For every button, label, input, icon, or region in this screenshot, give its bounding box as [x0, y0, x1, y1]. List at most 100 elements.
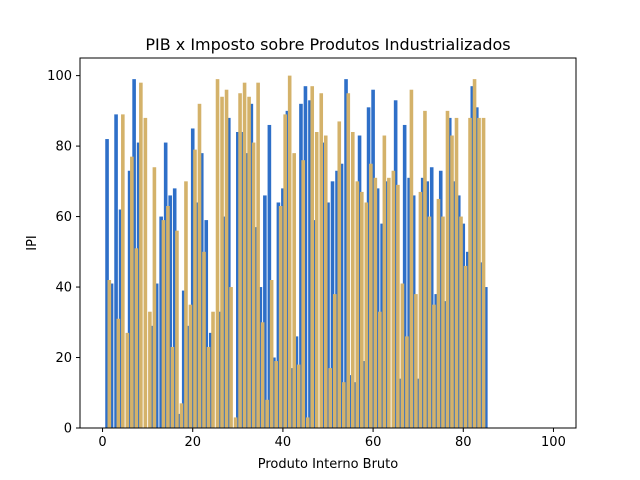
- x-tick-label: 80: [455, 435, 472, 450]
- bar-series-2-51: [346, 93, 351, 429]
- bar-series-1-54: [375, 188, 380, 428]
- bar-series-2-67: [418, 191, 423, 428]
- bar-series-1-71: [456, 195, 461, 428]
- plot-frame: [79, 57, 577, 429]
- bar-series-1-39: [303, 86, 308, 428]
- bar-series-2-69: [427, 216, 432, 428]
- x-tick-label: 40: [275, 435, 292, 450]
- bar-series-1-2: [114, 114, 118, 428]
- bar-series-1-6: [136, 142, 141, 428]
- bar-series-2-68: [423, 110, 427, 429]
- bar-series-1-37: [294, 336, 299, 428]
- bar-series-2-65: [409, 89, 414, 429]
- bar-series-1-52: [366, 107, 371, 428]
- bar-series-2-50: [341, 382, 346, 428]
- bar-series-2-64: [405, 336, 409, 428]
- bar-series-1-3: [118, 209, 123, 428]
- bar-series-2-12: [170, 346, 175, 428]
- y-tick-label: 0: [64, 422, 72, 437]
- bar-series-1-29: [258, 287, 263, 428]
- bar-series-1-20: [208, 332, 213, 428]
- bar-series-1-33: [276, 202, 281, 428]
- bar-series-1-40: [308, 100, 312, 428]
- bar-series-1-27: [249, 103, 254, 428]
- bar-series-1-17: [195, 202, 200, 428]
- bar-series-1-61: [411, 195, 416, 428]
- bar-series-2-10: [161, 220, 166, 428]
- bar-series-1-75: [475, 107, 479, 428]
- bar-series-1-62: [416, 378, 420, 428]
- bar-series-1-53: [371, 89, 375, 429]
- bar-series-2-73: [445, 110, 450, 429]
- bar-series-2-70: [432, 304, 436, 428]
- bar-series-2-76: [459, 216, 463, 428]
- bar-series-1-41: [312, 220, 317, 428]
- bar-series-1-51: [362, 361, 366, 428]
- bar-series-2-52: [351, 132, 355, 428]
- bar-series-2-56: [369, 163, 373, 428]
- bar-series-1-25: [240, 132, 245, 428]
- bar-series-2-13: [175, 230, 179, 428]
- bar-series-2-22: [215, 79, 220, 428]
- bar-series-2-45: [319, 93, 324, 429]
- bar-series-2-1: [116, 318, 121, 428]
- bar-series-2-74: [450, 135, 454, 428]
- bar-series-1-44: [330, 181, 335, 428]
- bar-series-1-60: [407, 177, 411, 428]
- plot-area: 0 20 40 60 80 100 0 20 40 60 80 100: [47, 57, 577, 450]
- bar-series-2-55: [364, 202, 369, 428]
- bar-series-2-20: [206, 346, 211, 428]
- y-tick-label: 60: [55, 210, 72, 225]
- bar-series-2-62: [396, 184, 400, 428]
- bar-series-2-43: [310, 86, 315, 428]
- y-tick-label: 40: [55, 281, 72, 296]
- bar-series-1-56: [384, 181, 389, 428]
- bar-series-1-13: [177, 413, 181, 428]
- bar-series-1-42: [321, 142, 326, 428]
- x-tick-label: 100: [541, 435, 566, 450]
- bar-series-2-19: [202, 251, 206, 428]
- bar-series-1-26: [245, 153, 249, 428]
- x-tick-label: 60: [365, 435, 382, 450]
- bar-series-1-23: [227, 117, 231, 429]
- x-axis-title: Produto Interno Bruto: [258, 457, 399, 472]
- bar-series-2-71: [436, 198, 441, 428]
- bar-series-2-21: [211, 311, 215, 428]
- bar-series-1-68: [443, 301, 448, 428]
- bar-series-1-24: [236, 132, 240, 428]
- bar-series-2-6: [139, 82, 143, 429]
- bar-series-1-59: [402, 124, 407, 428]
- bar-series-2-40: [296, 364, 301, 428]
- bar-series-2-77: [463, 265, 468, 428]
- bar-series-2-33: [265, 399, 269, 428]
- bar-series-2-37: [283, 114, 287, 428]
- bar-series-1-36: [290, 368, 294, 428]
- bar-series-1-21: [217, 311, 222, 428]
- bar-series-1-74: [470, 86, 475, 428]
- bar-series-2-16: [188, 304, 193, 428]
- bar-series-2-17: [193, 149, 197, 428]
- bar-series-1-31: [267, 124, 272, 428]
- bar-series-2-54: [360, 191, 364, 428]
- bar-series-1-76: [479, 262, 484, 428]
- bar-series-1-16: [190, 128, 195, 429]
- bar-series-2-72: [441, 216, 445, 428]
- bar-series-1-48: [348, 375, 353, 428]
- bar-series-2-29: [247, 96, 251, 428]
- bar-series-1-38: [299, 103, 303, 428]
- bar-series-1-55: [380, 223, 384, 428]
- bar-series-2-41: [301, 160, 305, 428]
- bar-series-1-19: [204, 220, 209, 428]
- bar-series-1-69: [447, 117, 452, 429]
- bar-series-2-36: [278, 206, 283, 428]
- bar-series-2-81: [481, 117, 486, 429]
- bar-series-1-12: [172, 188, 177, 428]
- bar-series-1-64: [425, 181, 429, 428]
- bar-series-2-4: [130, 156, 134, 429]
- bar-series-2-47: [328, 368, 333, 428]
- bar-series-2-48: [332, 294, 337, 428]
- bar-series-2-44: [314, 132, 319, 428]
- bar-series-2-31: [256, 82, 260, 429]
- bar-series-2-7: [143, 117, 148, 429]
- bar-series-1-34: [281, 188, 285, 428]
